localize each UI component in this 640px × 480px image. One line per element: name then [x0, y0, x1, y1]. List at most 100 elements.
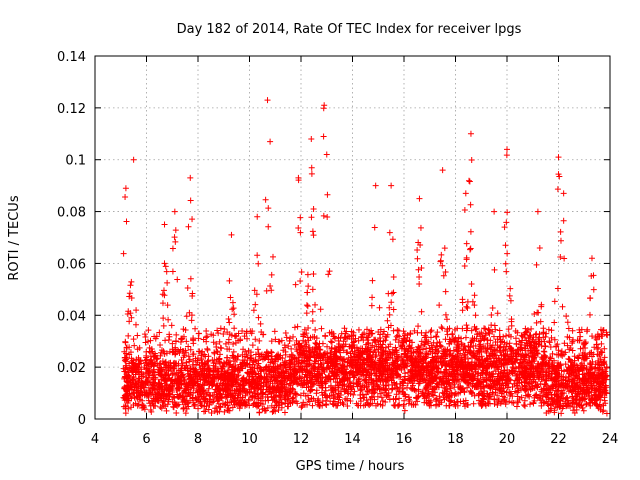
- data-point: [157, 349, 164, 356]
- data-point: [569, 327, 576, 334]
- data-point: [557, 228, 564, 235]
- data-point: [322, 401, 329, 408]
- data-point: [270, 369, 277, 376]
- data-point: [128, 294, 135, 301]
- data-point: [554, 285, 561, 292]
- data-point: [459, 296, 466, 303]
- data-point: [527, 401, 534, 408]
- data-point: [310, 232, 317, 239]
- data-point: [436, 302, 443, 309]
- data-point: [361, 348, 368, 355]
- data-point: [602, 400, 609, 407]
- data-point: [388, 299, 395, 306]
- data-point: [538, 303, 545, 310]
- data-point: [544, 401, 551, 408]
- data-point: [563, 394, 570, 401]
- data-point: [483, 382, 490, 389]
- data-point: [574, 354, 581, 361]
- data-point: [308, 214, 315, 221]
- data-point: [265, 205, 272, 212]
- data-point: [253, 291, 260, 298]
- data-point: [603, 365, 610, 372]
- data-point: [369, 277, 376, 284]
- data-point: [133, 307, 140, 314]
- data-point: [169, 268, 176, 275]
- data-point: [400, 385, 407, 392]
- data-point: [196, 362, 203, 369]
- data-point: [556, 173, 563, 180]
- data-point: [550, 366, 557, 373]
- data-point: [317, 306, 324, 313]
- data-point: [130, 390, 137, 397]
- data-point: [461, 207, 468, 214]
- data-point: [537, 318, 544, 325]
- data-point: [326, 329, 333, 336]
- data-point: [254, 346, 261, 353]
- data-point: [379, 378, 386, 385]
- data-point: [397, 373, 404, 380]
- data-point: [201, 360, 208, 367]
- data-point: [502, 260, 509, 267]
- data-point: [507, 297, 514, 304]
- data-point: [547, 407, 554, 414]
- data-point: [246, 371, 253, 378]
- data-point: [183, 313, 190, 320]
- data-point: [503, 268, 510, 275]
- data-point: [285, 343, 292, 350]
- data-point: [128, 314, 135, 321]
- data-point: [603, 410, 610, 417]
- data-point: [172, 227, 179, 234]
- data-point: [268, 271, 275, 278]
- data-point: [325, 271, 332, 278]
- data-point: [371, 337, 378, 344]
- data-point: [548, 327, 555, 334]
- data-point: [271, 328, 278, 335]
- data-point: [467, 246, 474, 253]
- data-point: [549, 359, 556, 366]
- data-point: [234, 386, 241, 393]
- data-point: [340, 347, 347, 354]
- data-point: [175, 360, 182, 367]
- data-point: [497, 348, 504, 355]
- data-point: [411, 327, 418, 334]
- data-point: [204, 347, 211, 354]
- axis-ticks: 4 6 8 10 12 14 16 18 20 22 2400.020.040.060.080.10…: [57, 50, 618, 447]
- data-point: [317, 370, 324, 377]
- data-point: [414, 255, 421, 262]
- data-point: [375, 328, 382, 335]
- data-point: [497, 343, 504, 350]
- data-point: [416, 281, 423, 288]
- data-point: [491, 396, 498, 403]
- data-point: [451, 326, 458, 333]
- data-point: [577, 333, 584, 340]
- data-point: [325, 372, 332, 379]
- data-point: [227, 294, 234, 301]
- data-point: [187, 397, 194, 404]
- data-point: [122, 194, 129, 201]
- data-point: [195, 330, 202, 337]
- data-point: [210, 339, 217, 346]
- data-point: [386, 396, 393, 403]
- data-point: [286, 338, 293, 345]
- data-point: [132, 321, 139, 328]
- data-point: [558, 410, 565, 417]
- data-point: [390, 289, 397, 296]
- data-point: [145, 375, 152, 382]
- x-tick-label: 16: [396, 432, 413, 447]
- data-point: [385, 290, 392, 297]
- y-tick-label: 0.06: [57, 257, 86, 272]
- data-point: [221, 408, 228, 415]
- data-point: [372, 338, 379, 345]
- data-point: [295, 354, 302, 361]
- data-point: [549, 350, 556, 357]
- data-point: [531, 311, 538, 318]
- data-point: [217, 325, 224, 332]
- data-point: [268, 287, 275, 294]
- data-point: [169, 245, 176, 252]
- data-point: [304, 289, 311, 296]
- data-point: [566, 385, 573, 392]
- data-point: [562, 361, 569, 368]
- data-point: [308, 386, 315, 393]
- data-point: [502, 355, 509, 362]
- data-point: [386, 311, 393, 318]
